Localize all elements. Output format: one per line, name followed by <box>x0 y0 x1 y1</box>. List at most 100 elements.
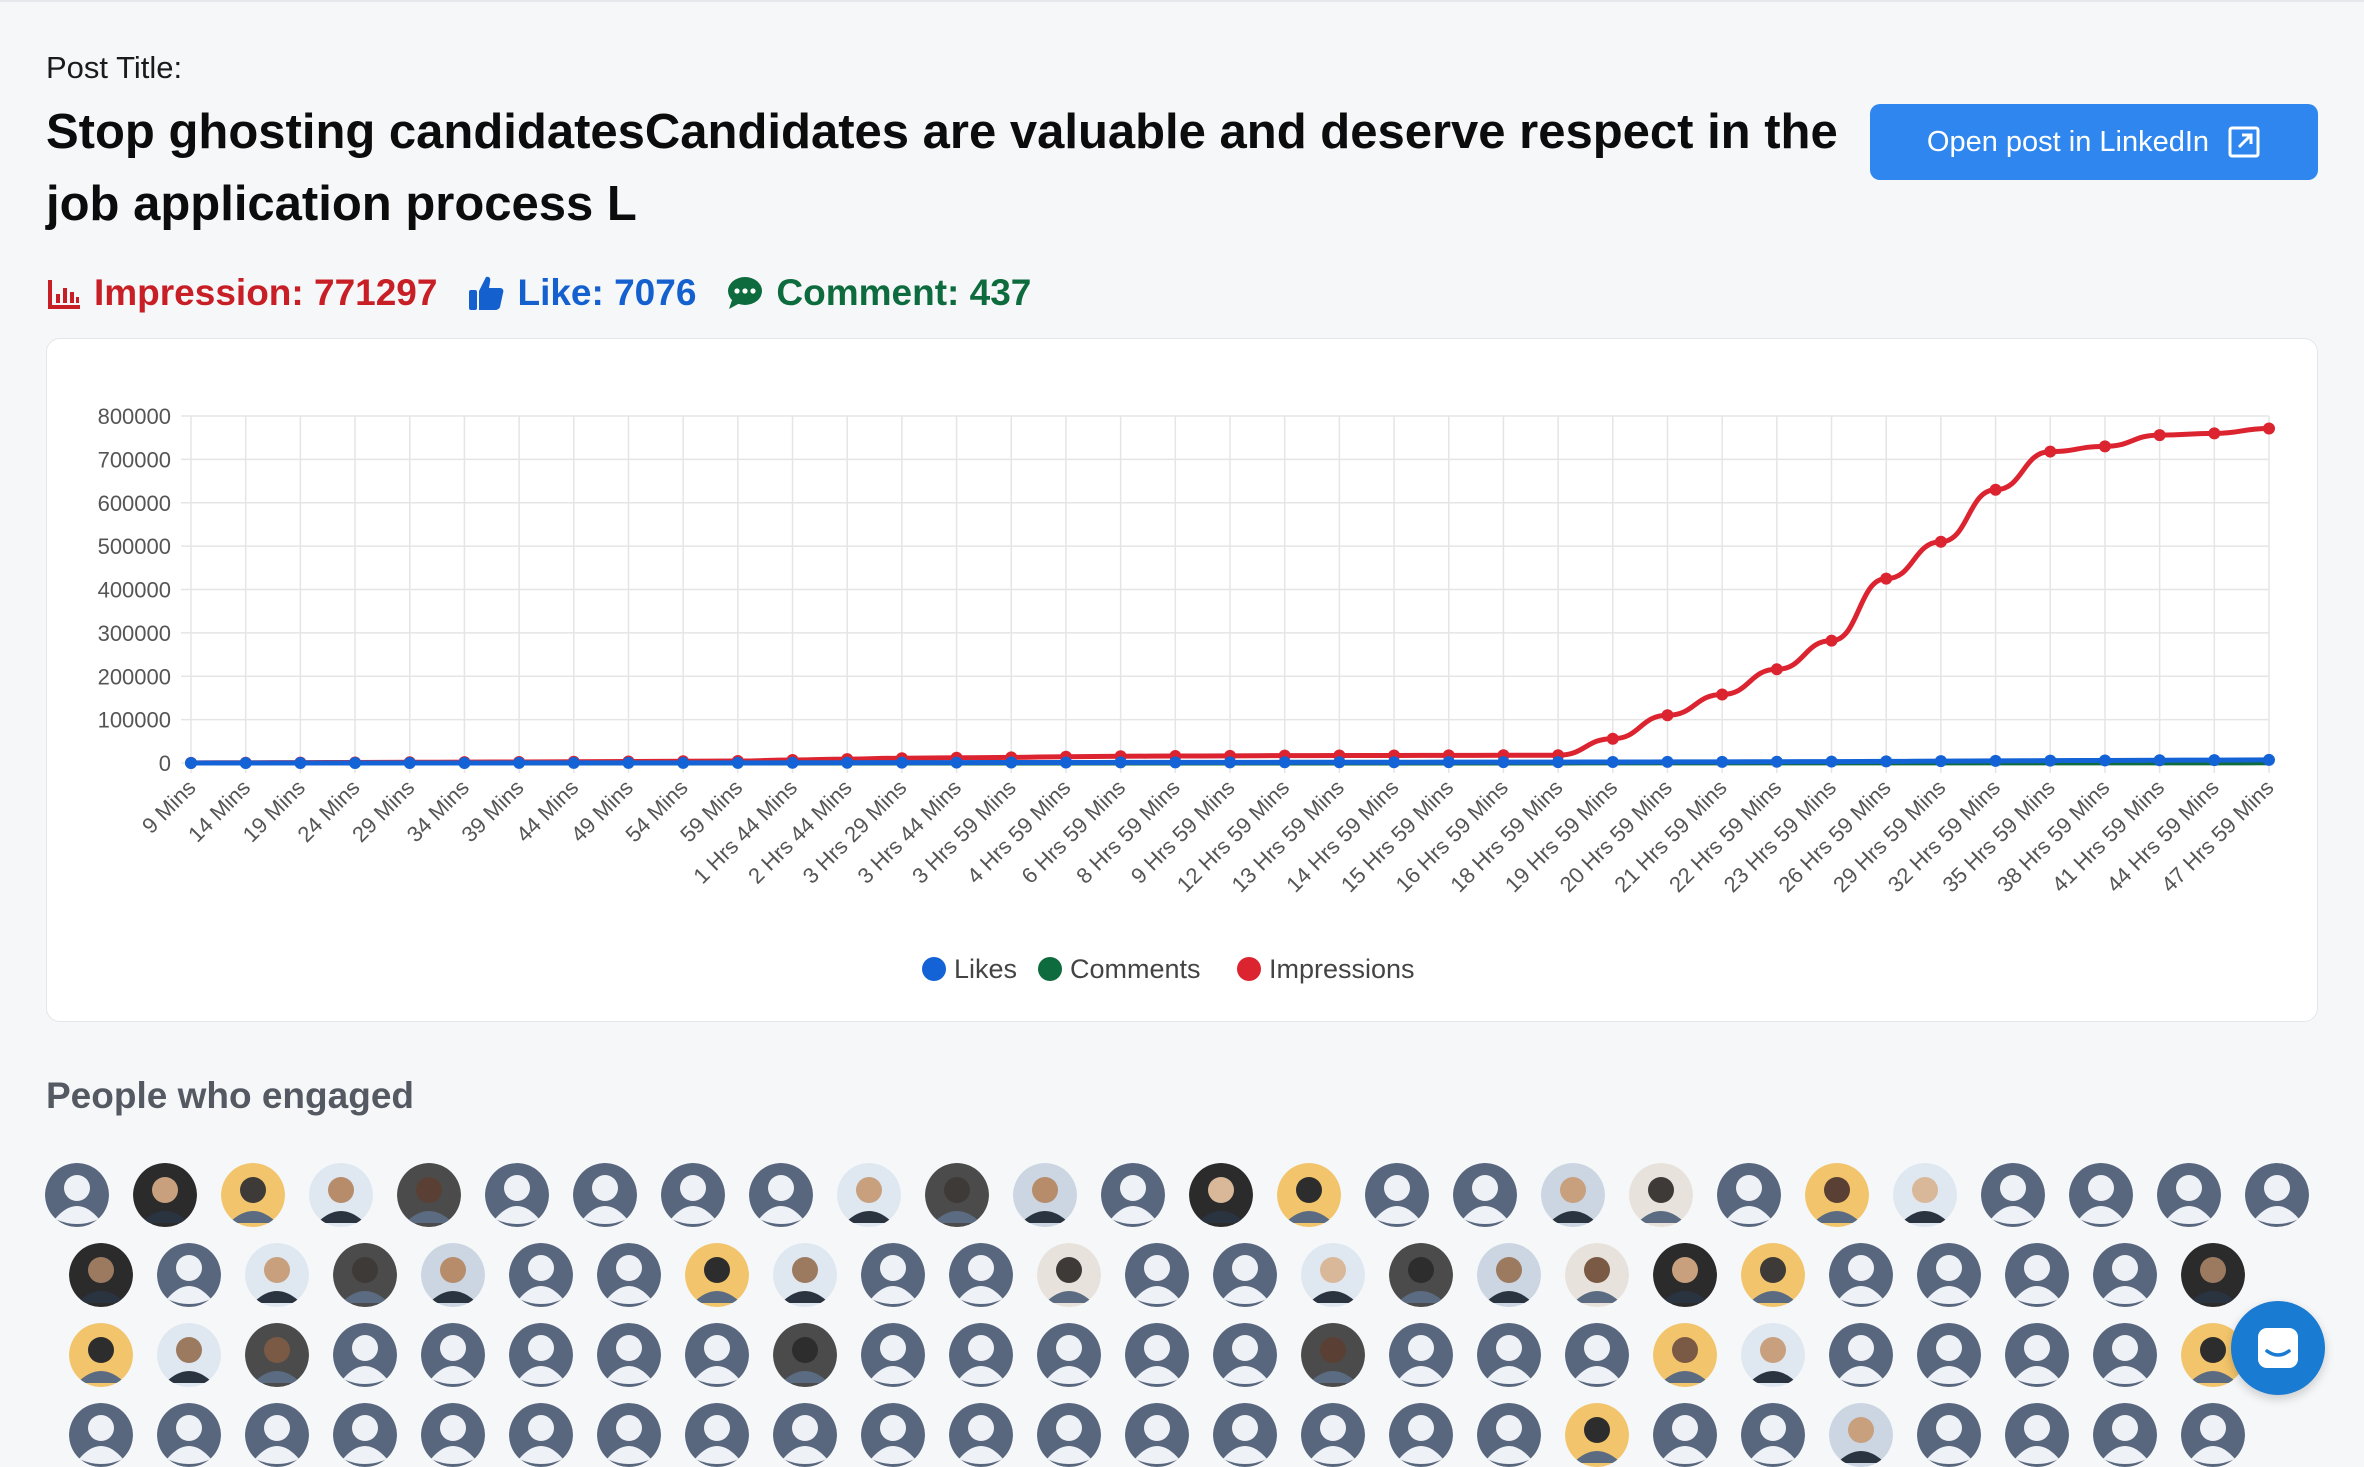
engaged-person-avatar[interactable] <box>157 1243 221 1307</box>
engaged-person-avatar[interactable] <box>2181 1243 2245 1307</box>
engaged-person-avatar[interactable] <box>861 1243 925 1307</box>
engaged-person-avatar[interactable] <box>333 1323 397 1387</box>
engaged-person-avatar[interactable] <box>1981 1163 2045 1227</box>
likes-data-point[interactable] <box>294 757 306 769</box>
likes-data-point[interactable] <box>1333 756 1345 768</box>
impressions-data-point[interactable] <box>2099 440 2111 452</box>
engaged-person-avatar[interactable] <box>597 1243 661 1307</box>
engaged-person-avatar[interactable] <box>157 1323 221 1387</box>
engaged-person-avatar[interactable] <box>1653 1403 1717 1467</box>
engaged-person-avatar[interactable] <box>333 1403 397 1467</box>
engaged-person-avatar[interactable] <box>949 1403 1013 1467</box>
likes-data-point[interactable] <box>568 757 580 769</box>
engaged-person-avatar[interactable] <box>1301 1403 1365 1467</box>
legend-comments[interactable]: Comments <box>1038 954 1201 984</box>
engaged-person-avatar[interactable] <box>2093 1323 2157 1387</box>
engaged-person-avatar[interactable] <box>2005 1243 2069 1307</box>
engaged-person-avatar[interactable] <box>1101 1163 1165 1227</box>
engaged-person-avatar[interactable] <box>1565 1403 1629 1467</box>
likes-data-point[interactable] <box>349 757 361 769</box>
impressions-data-point[interactable] <box>1880 573 1892 585</box>
engaged-person-avatar[interactable] <box>1037 1323 1101 1387</box>
engaged-person-avatar[interactable] <box>1213 1323 1277 1387</box>
engaged-person-avatar[interactable] <box>69 1243 133 1307</box>
engaged-person-avatar[interactable] <box>1917 1403 1981 1467</box>
likes-data-point[interactable] <box>404 757 416 769</box>
impressions-data-point[interactable] <box>1935 536 1947 548</box>
engaged-person-avatar[interactable] <box>245 1243 309 1307</box>
impressions-data-point[interactable] <box>1716 688 1728 700</box>
engaged-person-avatar[interactable] <box>1829 1243 1893 1307</box>
likes-data-point[interactable] <box>1169 756 1181 768</box>
chat-support-button[interactable] <box>2231 1301 2325 1395</box>
engaged-person-avatar[interactable] <box>597 1403 661 1467</box>
engaged-person-avatar[interactable] <box>1477 1403 1541 1467</box>
engaged-person-avatar[interactable] <box>949 1323 1013 1387</box>
likes-data-point[interactable] <box>1880 755 1892 767</box>
engaged-person-avatar[interactable] <box>1917 1243 1981 1307</box>
legend-impressions[interactable]: Impressions <box>1237 954 1415 984</box>
engaged-person-avatar[interactable] <box>773 1403 837 1467</box>
engaged-person-avatar[interactable] <box>309 1163 373 1227</box>
likes-data-point[interactable] <box>2263 754 2275 766</box>
likes-data-point[interactable] <box>622 757 634 769</box>
engaged-person-avatar[interactable] <box>773 1323 837 1387</box>
engaged-person-avatar[interactable] <box>1565 1243 1629 1307</box>
engaged-person-avatar[interactable] <box>1717 1163 1781 1227</box>
impressions-data-point[interactable] <box>2044 446 2056 458</box>
likes-data-point[interactable] <box>1552 756 1564 768</box>
engaged-person-avatar[interactable] <box>1741 1243 1805 1307</box>
engaged-person-avatar[interactable] <box>1125 1403 1189 1467</box>
engaged-person-avatar[interactable] <box>2181 1403 2245 1467</box>
engaged-person-avatar[interactable] <box>2005 1403 2069 1467</box>
engaged-person-avatar[interactable] <box>2157 1163 2221 1227</box>
engaged-person-avatar[interactable] <box>1125 1243 1189 1307</box>
likes-data-point[interactable] <box>240 757 252 769</box>
engaged-person-avatar[interactable] <box>509 1323 573 1387</box>
engaged-person-avatar[interactable] <box>1365 1163 1429 1227</box>
engaged-person-avatar[interactable] <box>485 1163 549 1227</box>
engaged-person-avatar[interactable] <box>685 1323 749 1387</box>
engaged-person-avatar[interactable] <box>861 1323 925 1387</box>
engaged-person-avatar[interactable] <box>1037 1403 1101 1467</box>
likes-data-point[interactable] <box>1388 756 1400 768</box>
engaged-person-avatar[interactable] <box>2005 1323 2069 1387</box>
engaged-person-avatar[interactable] <box>949 1243 1013 1307</box>
engaged-person-avatar[interactable] <box>509 1403 573 1467</box>
impressions-data-point[interactable] <box>2208 427 2220 439</box>
likes-data-point[interactable] <box>2208 754 2220 766</box>
engaged-person-avatar[interactable] <box>421 1323 485 1387</box>
engaged-person-avatar[interactable] <box>69 1323 133 1387</box>
engaged-person-avatar[interactable] <box>1389 1403 1453 1467</box>
engaged-person-avatar[interactable] <box>1741 1323 1805 1387</box>
likes-data-point[interactable] <box>458 757 470 769</box>
engaged-person-avatar[interactable] <box>1805 1163 1869 1227</box>
likes-data-point[interactable] <box>1060 756 1072 768</box>
engaged-person-avatar[interactable] <box>1917 1323 1981 1387</box>
engaged-person-avatar[interactable] <box>1629 1163 1693 1227</box>
likes-data-point[interactable] <box>841 757 853 769</box>
likes-data-point[interactable] <box>732 757 744 769</box>
likes-data-point[interactable] <box>1661 756 1673 768</box>
open-linkedin-button[interactable]: Open post in LinkedIn <box>1870 104 2318 180</box>
engaged-person-avatar[interactable] <box>573 1163 637 1227</box>
engaged-person-avatar[interactable] <box>333 1243 397 1307</box>
likes-data-point[interactable] <box>1990 755 2002 767</box>
engaged-person-avatar[interactable] <box>221 1163 285 1227</box>
engaged-person-avatar[interactable] <box>1037 1243 1101 1307</box>
engaged-person-avatar[interactable] <box>45 1163 109 1227</box>
impressions-data-point[interactable] <box>1661 709 1673 721</box>
engaged-person-avatar[interactable] <box>861 1403 925 1467</box>
engaged-person-avatar[interactable] <box>157 1403 221 1467</box>
impressions-data-point[interactable] <box>1771 663 1783 675</box>
engaged-person-avatar[interactable] <box>749 1163 813 1227</box>
impressions-data-point[interactable] <box>1826 635 1838 647</box>
engaged-person-avatar[interactable] <box>1477 1243 1541 1307</box>
likes-data-point[interactable] <box>1224 756 1236 768</box>
likes-data-point[interactable] <box>787 757 799 769</box>
impressions-data-point[interactable] <box>2263 422 2275 434</box>
engaged-person-avatar[interactable] <box>1389 1323 1453 1387</box>
impressions-data-point[interactable] <box>2154 429 2166 441</box>
impressions-data-point[interactable] <box>1607 733 1619 745</box>
likes-data-point[interactable] <box>2154 754 2166 766</box>
